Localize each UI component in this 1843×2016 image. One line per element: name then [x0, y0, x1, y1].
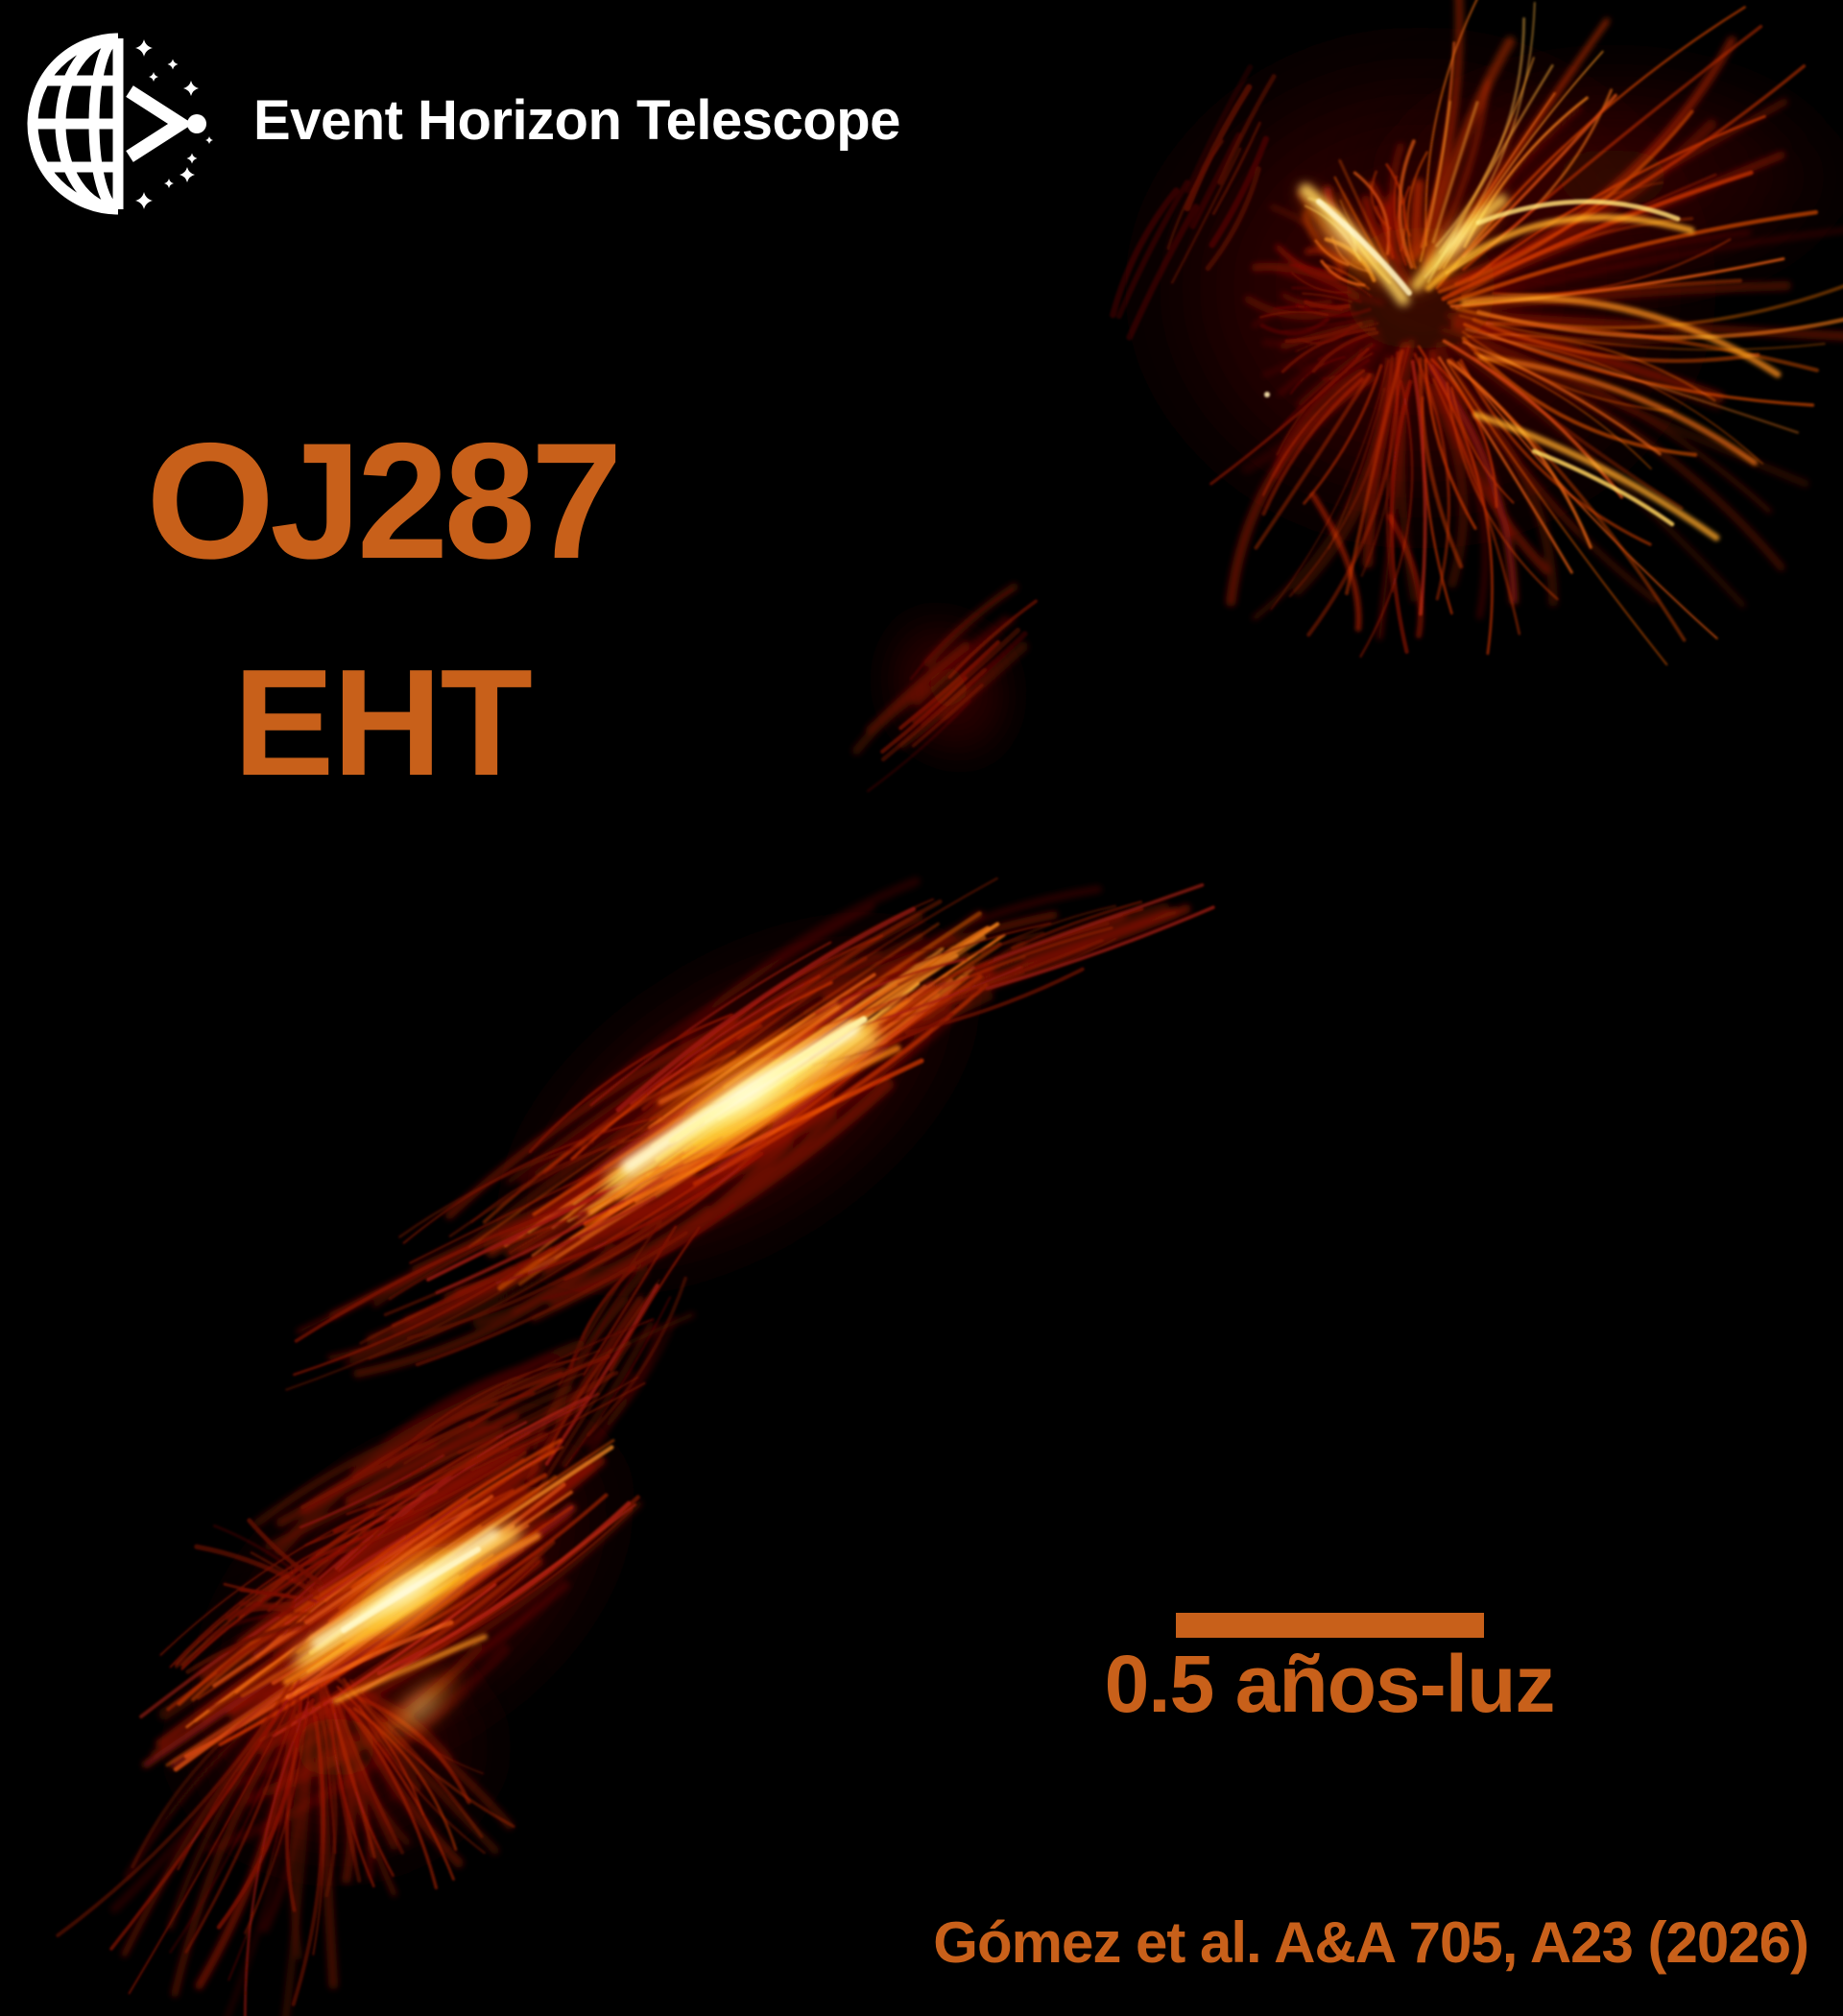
eht-logo-icon [27, 33, 213, 215]
flame-core-streaks [282, 183, 1782, 1704]
scale-bar: 0.5 años-luz [1099, 1613, 1560, 1724]
scale-bar-label: 0.5 años-luz [1104, 1639, 1556, 1729]
instrument-label: EHT [233, 638, 533, 807]
brand-title: Event Horizon Telescope [253, 89, 900, 152]
dot-icon [187, 114, 206, 133]
globe-half-icon [27, 33, 124, 215]
arrow-chevron-icon [126, 85, 193, 162]
citation-text: Gómez et al. A&A 705, A23 (2026) [933, 1910, 1809, 1975]
star-sparkles-icon [135, 39, 213, 209]
scale-bar-rule [1175, 1613, 1484, 1638]
source-name-label: OJ287 [146, 409, 622, 593]
